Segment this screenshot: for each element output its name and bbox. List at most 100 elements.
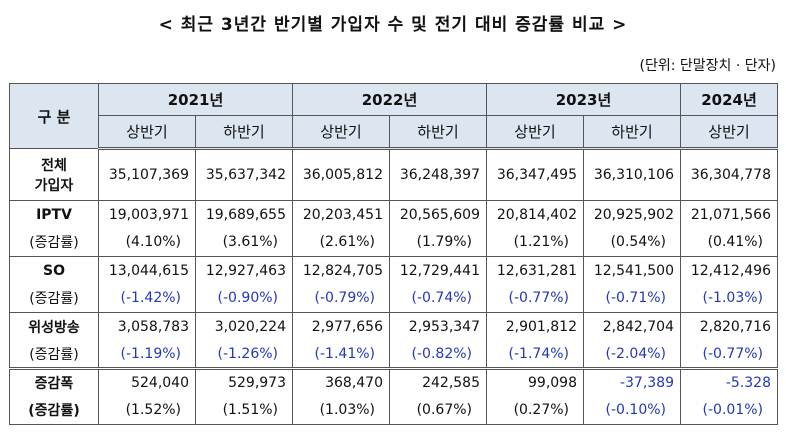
row-sublabel: (증감률) bbox=[9, 284, 99, 313]
data-row: 전체 가입자 35,107,369 35,637,342 36,005,812 36,24… bbox=[9, 148, 778, 201]
rate-cell: (-1.03%) bbox=[680, 284, 778, 313]
value-cell: 20,925,902 bbox=[583, 200, 681, 229]
value-cell: 19,003,971 bbox=[98, 200, 196, 229]
rate-cell: (-0.10%) bbox=[583, 396, 681, 425]
value-cell: 524,040 bbox=[98, 367, 196, 397]
value-cell: 12,541,500 bbox=[583, 256, 681, 285]
row-label: 위성방송 bbox=[9, 312, 99, 341]
rate-cell: (-1.19%) bbox=[98, 340, 196, 369]
rate-cell: (-1.26%) bbox=[195, 340, 293, 369]
value-cell: 13,044,615 bbox=[98, 256, 196, 285]
data-row: IPTV 19,003,971 19,689,655 20,203,451 20,565… bbox=[9, 200, 778, 229]
value-cell: 3,058,783 bbox=[98, 312, 196, 341]
value-cell: 36,304,778 bbox=[680, 148, 778, 201]
rate-row: (증감률) (-1.19%) (-1.26%) (-1.41%) (-0.82%) (-1… bbox=[9, 340, 778, 369]
row-label: IPTV bbox=[9, 200, 99, 229]
value-cell: 2,820,716 bbox=[680, 312, 778, 341]
value-cell: 20,814,402 bbox=[486, 200, 584, 229]
year-header: 2023년 bbox=[486, 83, 681, 116]
rate-cell: (0.27%) bbox=[486, 396, 584, 425]
rate-cell: (2.61%) bbox=[292, 228, 390, 257]
rate-cell: (1.03%) bbox=[292, 396, 390, 425]
row-label-line: 가입자 bbox=[34, 177, 74, 194]
half-header: 상반기 bbox=[98, 115, 196, 150]
value-cell: 36,347,495 bbox=[486, 148, 584, 201]
value-cell: 2,842,704 bbox=[583, 312, 681, 341]
rate-cell: (4.10%) bbox=[98, 228, 196, 257]
value-cell: 36,310,106 bbox=[583, 148, 681, 201]
row-label-line: 전체 bbox=[41, 157, 67, 174]
header-row: 상반기 하반기 상반기 하반기 상반기 하반기 상반기 bbox=[10, 115, 778, 150]
value-cell: 2,953,347 bbox=[389, 312, 487, 341]
half-header: 하반기 bbox=[195, 115, 293, 150]
row-sublabel: (증감률) bbox=[9, 396, 99, 425]
half-header: 상반기 bbox=[486, 115, 584, 150]
rate-cell: (3.61%) bbox=[195, 228, 293, 257]
half-header: 하반기 bbox=[583, 115, 681, 150]
value-cell: 36,248,397 bbox=[389, 148, 487, 201]
value-cell: 35,637,342 bbox=[195, 148, 293, 201]
rate-cell: (-0.74%) bbox=[389, 284, 487, 313]
rate-cell: (-1.41%) bbox=[292, 340, 390, 369]
row-sublabel: (증감률) bbox=[9, 228, 99, 257]
half-header: 상반기 bbox=[680, 115, 778, 150]
value-cell: 368,470 bbox=[292, 367, 390, 397]
rate-cell: (-0.77%) bbox=[486, 284, 584, 313]
value-cell: 3,020,224 bbox=[195, 312, 293, 341]
value-cell: -5.328 bbox=[680, 367, 778, 397]
value-cell: 35,107,369 bbox=[98, 148, 196, 201]
rate-cell: (-1.42%) bbox=[98, 284, 196, 313]
rate-cell: (0.54%) bbox=[583, 228, 681, 257]
subscriber-table: 구 분 2021년 2022년 2023년 2024년 상반기 하반기 상반기 하반기 상반기 하반… bbox=[9, 83, 778, 425]
rate-row: (증감률) (-1.42%) (-0.90%) (-0.79%) (-0.74%) (-0… bbox=[9, 284, 778, 313]
value-cell: 12,631,281 bbox=[486, 256, 584, 285]
value-cell: 12,927,463 bbox=[195, 256, 293, 285]
rate-cell: (1.52%) bbox=[98, 396, 196, 425]
data-row: 위성방송 3,058,783 3,020,224 2,977,656 2,953,347… bbox=[9, 312, 778, 341]
row-sublabel: (증감률) bbox=[9, 340, 99, 369]
row-label: 증감폭 bbox=[9, 367, 99, 397]
value-cell: 20,203,451 bbox=[292, 200, 390, 229]
value-cell: -37,389 bbox=[583, 367, 681, 397]
rate-cell: (1.51%) bbox=[195, 396, 293, 425]
year-header: 2024년 bbox=[680, 83, 778, 116]
rate-cell: (-0.90%) bbox=[195, 284, 293, 313]
value-cell: 99,098 bbox=[486, 367, 584, 397]
year-header: 2021년 bbox=[98, 83, 293, 116]
unit-note: (단위: 단말장치 · 단자) bbox=[639, 58, 776, 74]
row-label: SO bbox=[9, 256, 99, 285]
header-row: 구 분 2021년 2022년 2023년 2024년 bbox=[9, 83, 778, 149]
rate-cell: (0.67%) bbox=[389, 396, 487, 425]
rate-cell: (-0.01%) bbox=[680, 396, 778, 425]
data-row: SO 13,044,615 12,927,463 12,824,705 12,729,4… bbox=[9, 256, 778, 285]
rate-cell: (-0.77%) bbox=[680, 340, 778, 369]
value-cell: 2,901,812 bbox=[486, 312, 584, 341]
value-cell: 2,977,656 bbox=[292, 312, 390, 341]
value-cell: 529,973 bbox=[195, 367, 293, 397]
data-row: 증감폭 524,040 529,973 368,470 242,585 99,098 -37… bbox=[9, 367, 778, 397]
value-cell: 20,565,609 bbox=[389, 200, 487, 229]
rate-cell: (0.41%) bbox=[680, 228, 778, 257]
value-cell: 19,689,655 bbox=[195, 200, 293, 229]
rate-cell: (1.79%) bbox=[389, 228, 487, 257]
value-cell: 21,071,566 bbox=[680, 200, 778, 229]
rate-row: (증감률) (1.52%) (1.51%) (1.03%) (0.67%) (0.27%)… bbox=[9, 396, 778, 425]
rate-cell: (-1.74%) bbox=[486, 340, 584, 369]
rate-cell: (-0.71%) bbox=[583, 284, 681, 313]
half-header: 상반기 bbox=[292, 115, 390, 150]
half-header: 하반기 bbox=[389, 115, 487, 150]
rate-cell: (-0.82%) bbox=[389, 340, 487, 369]
rate-cell: (-0.79%) bbox=[292, 284, 390, 313]
year-header: 2022년 bbox=[292, 83, 487, 116]
value-cell: 12,824,705 bbox=[292, 256, 390, 285]
corner-cell: 구 분 bbox=[9, 83, 99, 149]
value-cell: 242,585 bbox=[389, 367, 487, 397]
value-cell: 12,729,441 bbox=[389, 256, 487, 285]
rate-cell: (-2.04%) bbox=[583, 340, 681, 369]
rate-cell: (1.21%) bbox=[486, 228, 584, 257]
value-cell: 36,005,812 bbox=[292, 148, 390, 201]
title: < 최근 3년간 반기별 가입자 수 및 전기 대비 증감률 비교 > bbox=[158, 15, 628, 35]
value-cell: 12,412,496 bbox=[680, 256, 778, 285]
